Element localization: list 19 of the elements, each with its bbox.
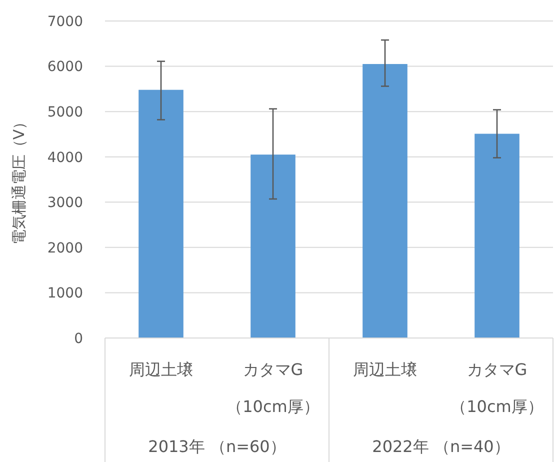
y-tick-label: 1000 <box>47 286 83 302</box>
y-tick-label: 3000 <box>47 195 83 212</box>
text: 2022年 （n=40） <box>372 437 510 456</box>
bar <box>138 90 184 338</box>
text: 2013年 （n=60） <box>148 437 286 456</box>
bar <box>250 154 296 338</box>
x-tick-label: 周辺土壌 <box>353 360 417 379</box>
x-tick-label: 周辺土壌 <box>129 360 193 379</box>
y-tick-label: 2000 <box>47 240 83 256</box>
y-tick-label: 5000 <box>47 104 83 120</box>
y-tick-label: 4000 <box>47 150 83 166</box>
x-tick-label: カタマG （10cm厚） <box>226 360 320 416</box>
y-tick-label: 6000 <box>47 59 83 76</box>
bar <box>362 64 408 338</box>
x-tick-label: カタマG （10cm厚） <box>450 360 544 416</box>
y-tick-label: 7000 <box>47 14 83 30</box>
bar <box>474 134 520 338</box>
y-tick-label: 0 <box>74 330 83 347</box>
y-axis-title: 電気柵通電圧（V） <box>10 114 28 245</box>
